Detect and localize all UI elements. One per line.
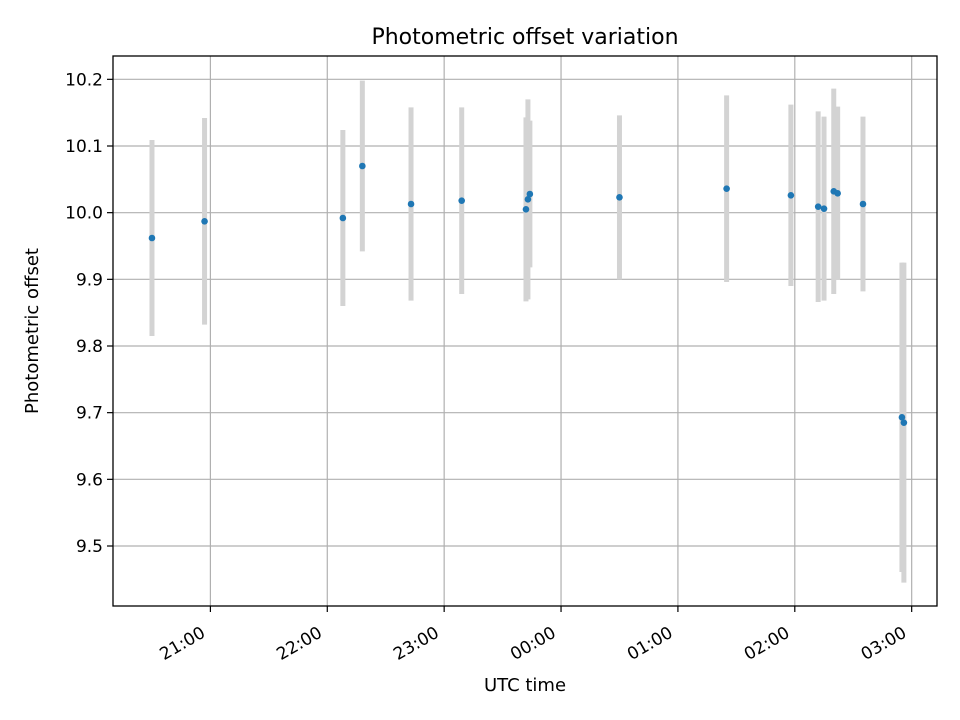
data-point [458,197,465,204]
y-axis-label: Photometric offset [22,248,43,414]
plot-frame [112,55,938,607]
data-point [898,414,906,421]
data-point [814,203,822,210]
data-point [820,205,828,212]
y-tick-label: 10.1 [65,137,103,157]
data-point [526,190,534,198]
data-point [201,218,208,225]
data-point [616,194,623,201]
x-tick-label: 22:00 [273,623,325,665]
data-point [148,234,156,242]
error-bars [149,80,907,583]
data-point [524,196,532,203]
data-point [859,200,867,208]
x-tick-label: 21:00 [156,623,208,665]
x-tick-label: 00:00 [507,623,559,665]
y-tick-label: 10.2 [65,70,103,90]
y-tick-label: 10.0 [65,204,103,224]
y-tick-label: 9.7 [76,404,103,424]
y-tick-label: 9.9 [76,270,103,290]
data-point [407,200,415,208]
data-point [723,185,730,192]
y-tick-label: 9.5 [76,537,103,557]
x-tick-label: 02:00 [741,623,793,665]
y-tick-label: 9.8 [76,337,103,357]
x-tick-label: 03:00 [858,623,910,665]
y-axis-ticks: 9.5 9.6 9.7 9.8 9.9 10.0 10.1 10.2 [65,70,113,557]
data-point [900,419,908,426]
data-point [522,206,530,213]
data-point [787,192,795,199]
x-tick-label: 23:00 [390,623,442,665]
x-axis-label: UTC time [484,675,566,696]
x-axis-ticks: 21:00 22:00 23:00 00:00 01:00 02:00 03:00 [156,606,913,665]
x-tick-label: 01:00 [624,623,676,665]
data-point [359,162,366,170]
chart-title: Photometric offset variation [371,25,678,50]
data-point [834,190,841,197]
data-points [148,162,908,426]
data-point [339,214,347,222]
y-tick-label: 9.6 [76,470,103,490]
